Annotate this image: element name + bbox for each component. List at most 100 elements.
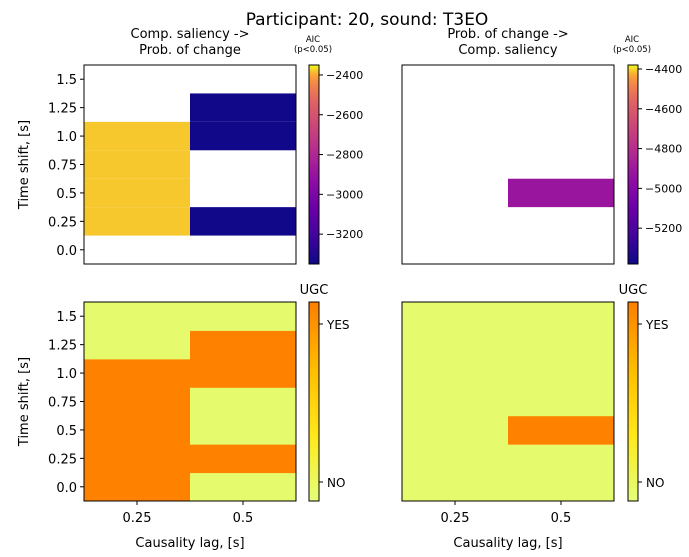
heatmap-cell	[402, 330, 509, 360]
y-tick-label: 1.25	[48, 102, 77, 117]
heatmap-cell	[190, 387, 297, 417]
y-tick-label: 1.5	[56, 310, 77, 325]
heatmap-cell	[84, 358, 191, 388]
heatmap-cell	[84, 330, 191, 360]
heatmap-cell	[508, 302, 615, 331]
heatmap-cell	[84, 121, 190, 151]
heatmap-cell	[190, 330, 297, 360]
heatmap-cell	[508, 330, 615, 360]
y-tick-label: 0.5	[56, 424, 77, 439]
colorbar-frame	[627, 64, 639, 265]
colorbar-gradient	[628, 302, 638, 501]
heatmap-cell	[190, 302, 297, 331]
heatmap-cell	[190, 93, 296, 122]
heatmap-cell	[402, 302, 509, 331]
heatmap-cell	[84, 178, 190, 208]
colorbar: YES NO UGC	[619, 283, 669, 502]
colorbar-tick-label: −2400	[326, 69, 363, 82]
colorbar: −2400 −2600 −2800 −3000 −3200 AIC(p<0.05)	[294, 35, 363, 265]
y-tick-label: 0.5	[56, 187, 77, 202]
heatmap-cell	[508, 358, 615, 388]
heatmap-cell	[508, 178, 614, 208]
x-tick-label: 0.5	[551, 511, 572, 526]
colorbar-tick-label: −3200	[326, 228, 363, 241]
figure-title: Participant: 20, sound: T3EO	[246, 10, 489, 30]
panel-aic-reverse: Prob. of change ->Comp. saliency −4400 −46…	[401, 27, 682, 265]
subplot-title: Prob. of change ->	[447, 27, 568, 42]
y-tick-label: 0.0	[56, 481, 77, 496]
colorbar-tick-label: YES	[326, 318, 350, 332]
panel-ugc-forward: 0.0 0.25 0.5 0.75 1.0 1.25 1.5 0.25 0.5 Time shif…	[17, 283, 350, 551]
colorbar-tick-label: −5000	[645, 182, 682, 195]
subplot-title: Prob. of change	[139, 43, 241, 58]
colorbar-gradient	[309, 302, 319, 501]
y-tick-label: 0.75	[48, 396, 77, 411]
heatmap-cell	[190, 207, 296, 236]
heatmap-cell	[508, 472, 615, 502]
colorbar-tick-label: −2600	[326, 109, 363, 122]
y-axis-label: Time shift, [s]	[17, 120, 32, 210]
heatmap-cell	[84, 302, 191, 331]
heatmap-cell	[84, 472, 191, 502]
x-tick-label: 0.25	[123, 511, 152, 526]
y-tick-label: 1.5	[56, 73, 77, 88]
heatmap-cell	[190, 358, 297, 388]
colorbar-tick-label: NO	[646, 476, 664, 490]
colorbar-gradient	[628, 65, 638, 264]
colorbar-tick-label: −2800	[326, 149, 363, 162]
colorbar-label: UGC	[619, 283, 648, 298]
plot-frame	[401, 301, 615, 502]
heatmap-cell	[402, 472, 509, 502]
x-axis-label: Causality lag, [s]	[453, 536, 562, 551]
heatmap-cell	[84, 207, 190, 236]
y-tick-label: 0.75	[48, 159, 77, 174]
colorbar-frame	[308, 64, 320, 265]
heatmap-cell	[84, 387, 191, 417]
y-tick-label: 0.25	[48, 215, 77, 230]
colorbar-tick-label: −3000	[326, 188, 363, 201]
heatmap-cell	[84, 444, 191, 474]
x-axis-label: Causality lag, [s]	[135, 536, 244, 551]
panel-aic-forward: 0.0 0.25 0.5 0.75 1.0 1.25 1.5 Time shift, [s] C…	[17, 27, 363, 265]
y-axis-label: Time shift, [s]	[17, 357, 32, 447]
colorbar-label: (p<0.05)	[294, 45, 332, 55]
heatmap-cell	[508, 444, 615, 474]
colorbar-label: (p<0.05)	[613, 45, 651, 55]
colorbar-tick-label: YES	[645, 318, 669, 332]
colorbar-tick-label: −4400	[645, 63, 682, 76]
colorbar-frame	[308, 301, 320, 502]
subplot-title: Comp. saliency ->	[131, 27, 250, 42]
heatmap-cell	[84, 150, 190, 179]
colorbar-frame	[627, 301, 639, 502]
colorbar: −4400 −4600 −4800 −5000 −5200 AIC(p<0.05)	[613, 35, 682, 265]
y-tick-label: 0.25	[48, 452, 77, 467]
colorbar-tick-label: −5200	[645, 222, 682, 235]
subplot-title: Comp. saliency	[458, 43, 558, 58]
plot-frame	[401, 64, 615, 265]
y-tick-label: 1.25	[48, 339, 77, 354]
heatmap-cell	[508, 387, 615, 417]
colorbar-label: AIC	[625, 35, 639, 45]
colorbar-label: UGC	[300, 283, 329, 298]
colorbar-tick-label: NO	[327, 476, 345, 490]
heatmap-cell	[84, 415, 191, 445]
heatmap-cell	[190, 415, 297, 445]
colorbar-tick-label: −4800	[645, 143, 682, 156]
y-tick-label: 1.0	[56, 367, 77, 382]
colorbar-label: AIC	[306, 35, 320, 45]
plot-area	[402, 65, 614, 264]
heatmap-cell	[190, 472, 297, 502]
heatmap-cell	[190, 444, 297, 474]
heatmap-cell	[190, 121, 296, 151]
heatmap-cell	[402, 415, 509, 445]
heatmap-cell	[402, 387, 509, 417]
x-tick-label: 0.5	[233, 511, 254, 526]
colorbar-tick-label: −4600	[645, 103, 682, 116]
panel-ugc-reverse: 0.25 0.5 Causality lag, [s] YES NO UGC	[401, 283, 669, 551]
y-tick-label: 0.0	[56, 244, 77, 259]
x-tick-label: 0.25	[441, 511, 470, 526]
y-tick-label: 1.0	[56, 130, 77, 145]
heatmap-cell	[508, 415, 615, 445]
heatmap-cell	[402, 358, 509, 388]
